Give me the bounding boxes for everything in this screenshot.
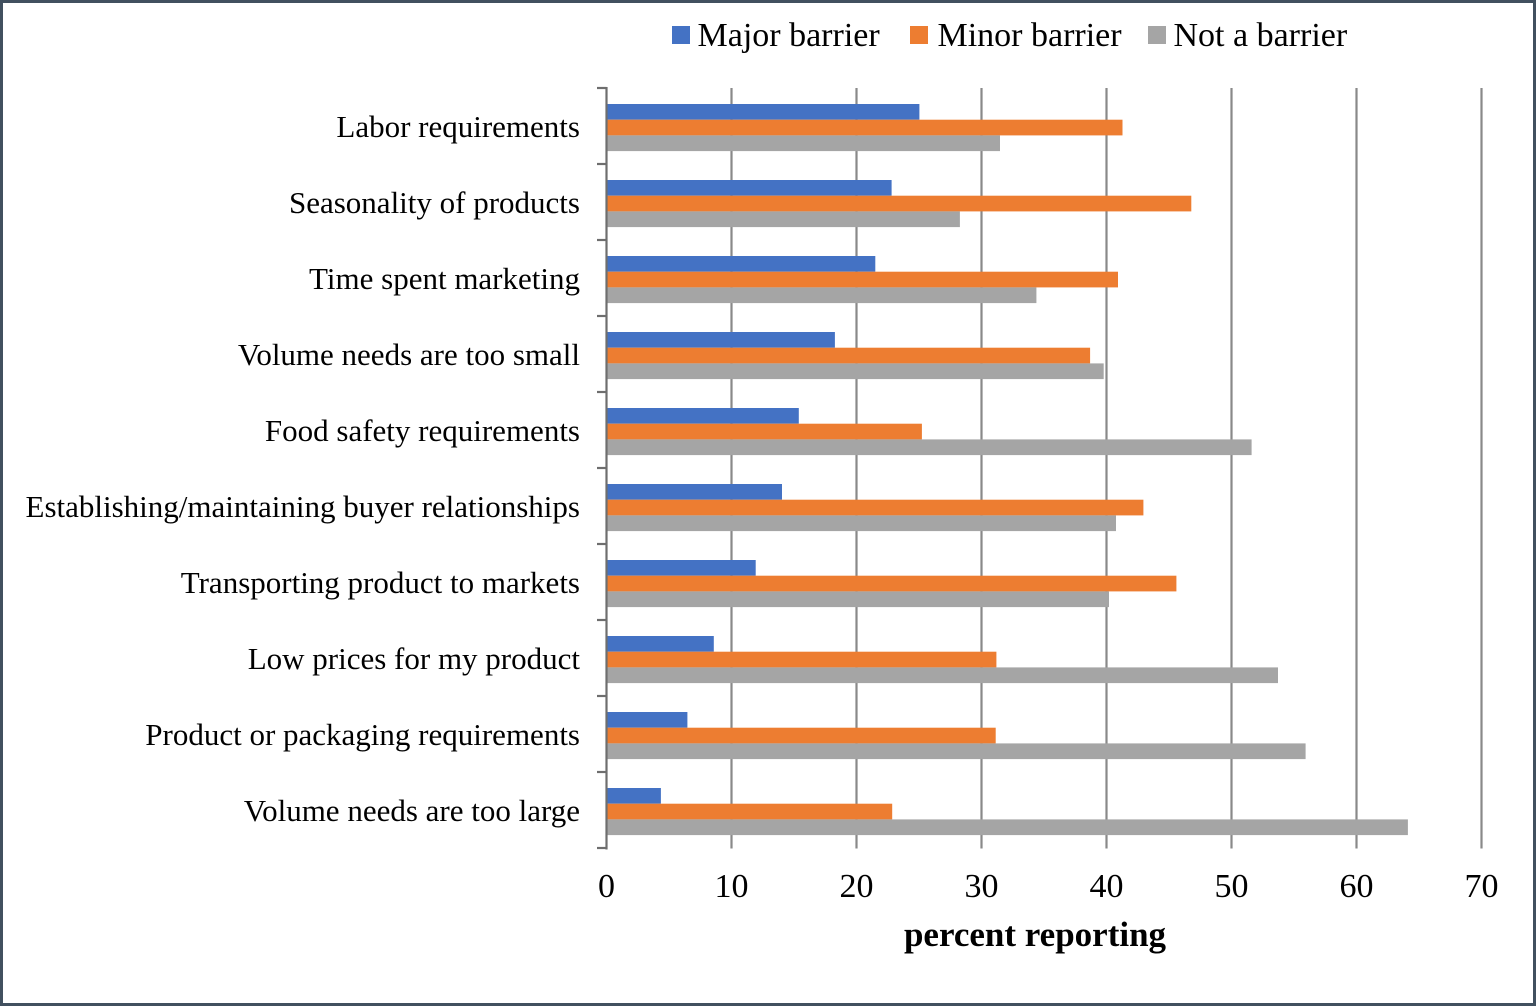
svg-text:percent reporting: percent reporting	[904, 915, 1167, 954]
svg-text:Time spent marketing: Time spent marketing	[309, 261, 580, 296]
svg-text:40: 40	[1090, 868, 1124, 905]
svg-text:20: 20	[840, 868, 874, 905]
svg-text:Transporting product to market: Transporting product to markets	[181, 565, 580, 600]
svg-text:Labor requirements: Labor requirements	[336, 109, 580, 144]
svg-text:0: 0	[598, 868, 615, 905]
svg-text:50: 50	[1215, 868, 1249, 905]
svg-text:Volume needs are too large: Volume needs are too large	[244, 793, 580, 828]
svg-text:Volume needs are too small: Volume needs are too small	[238, 337, 580, 372]
svg-text:10: 10	[715, 868, 749, 905]
svg-text:Food safety requirements: Food safety requirements	[265, 413, 580, 448]
svg-text:Low prices for my product: Low prices for my product	[248, 641, 581, 676]
svg-text:Not a barrier: Not a barrier	[1174, 17, 1348, 54]
svg-text:60: 60	[1340, 868, 1374, 905]
svg-text:Product or packaging requireme: Product or packaging requirements	[145, 717, 580, 752]
svg-text:30: 30	[965, 868, 999, 905]
svg-text:Major barrier: Major barrier	[698, 17, 881, 54]
svg-text:Seasonality of products: Seasonality of products	[289, 185, 580, 220]
svg-text:Minor barrier: Minor barrier	[938, 17, 1123, 54]
svg-text:Establishing/maintaining buyer: Establishing/maintaining buyer relations…	[26, 489, 580, 524]
svg-text:70: 70	[1465, 868, 1499, 905]
